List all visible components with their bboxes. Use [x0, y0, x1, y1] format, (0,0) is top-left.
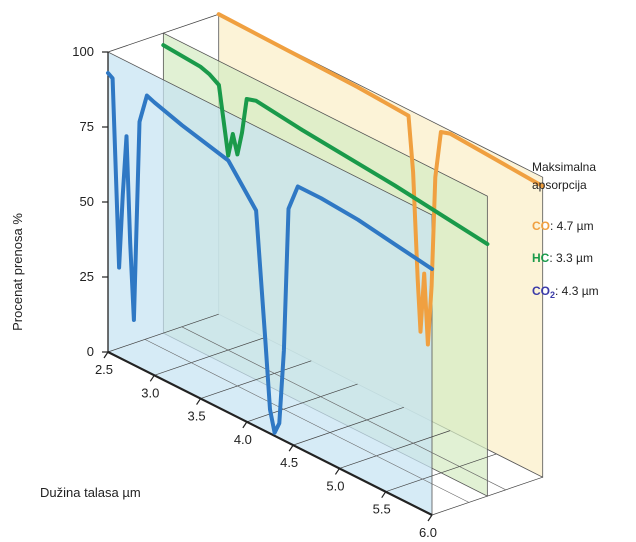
x-tick — [104, 352, 108, 358]
x-tick — [382, 492, 386, 498]
y-tick-label: 50 — [80, 194, 94, 209]
x-tick — [150, 375, 154, 381]
x-tick-label: 3.0 — [141, 385, 159, 400]
x-tick — [197, 399, 201, 405]
x-tick — [335, 468, 339, 474]
y-tick-label: 25 — [80, 269, 94, 284]
x-tick — [243, 422, 247, 428]
x-tick-label: 4.0 — [234, 432, 252, 447]
x-axis-title: Dužina talasa µm — [40, 485, 141, 500]
y-tick-label: 100 — [72, 44, 94, 59]
legend-value-hc: : 3.3 µm — [549, 251, 593, 265]
y-tick-label: 75 — [80, 119, 94, 134]
legend-title-line2: apsorpcija — [532, 178, 587, 192]
x-tick-label: 6.0 — [419, 525, 437, 540]
legend-entry-co: CO: 4.7 µm — [532, 219, 594, 233]
legend-entry-co2: CO2: 4.3 µm — [532, 284, 599, 300]
x-tick-label: 2.5 — [95, 362, 113, 377]
legend-entry-hc: HC: 3.3 µm — [532, 251, 593, 265]
legend-title-line1: Maksimalna — [532, 160, 596, 174]
legend-gas-co: CO — [532, 219, 550, 233]
legend-value-co: : 4.7 µm — [550, 219, 594, 233]
y-tick-label: 0 — [87, 344, 94, 359]
x-tick-label: 5.5 — [373, 502, 391, 517]
legend-value-co2: : 4.3 µm — [555, 284, 599, 298]
x-tick — [428, 515, 432, 521]
x-tick-label: 4.5 — [280, 455, 298, 470]
x-tick-label: 5.0 — [326, 478, 344, 493]
x-tick — [289, 445, 293, 451]
legend-gas-co2: CO — [532, 284, 550, 298]
legend-gas-hc: HC — [532, 251, 550, 265]
panel-layer — [108, 14, 543, 515]
y-axis-title: Procenat prenosa % — [10, 213, 25, 331]
x-tick-label: 3.5 — [188, 409, 206, 424]
